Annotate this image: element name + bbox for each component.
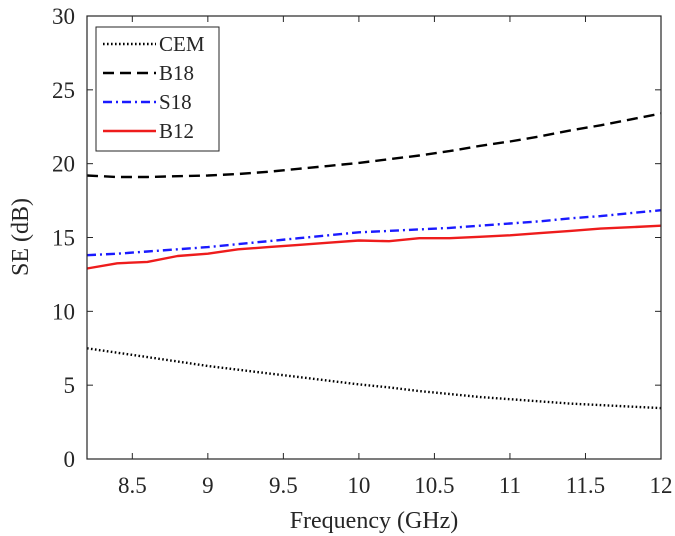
x-tick-label: 9 [202, 473, 214, 498]
x-tick-label: 12 [650, 473, 673, 498]
y-tick-label: 15 [52, 226, 75, 251]
x-tick-label: 8.5 [118, 473, 147, 498]
legend-label-b12: B12 [159, 119, 194, 143]
legend-label-cem: CEM [159, 32, 205, 56]
x-axis-title: Frequency (GHz) [290, 508, 459, 534]
y-tick-label: 10 [52, 299, 75, 324]
x-tick-label: 10 [347, 473, 370, 498]
y-tick-label: 25 [52, 78, 75, 103]
series-line-b18 [86, 112, 662, 179]
series-line-s18 [86, 209, 662, 257]
series-line-cem [86, 347, 662, 410]
x-tick-label: 11 [499, 473, 521, 498]
y-ticks: 0 5 10 15 20 25 30 [52, 4, 661, 472]
y-tick-label: 20 [52, 152, 75, 177]
y-axis-title: SE (dB) [8, 198, 34, 276]
legend: CEM B18 S18 B12 [95, 26, 220, 152]
series-line-b12 [86, 224, 662, 270]
legend-label-b18: B18 [159, 61, 194, 85]
y-tick-label: 30 [52, 4, 75, 29]
x-tick-label: 9.5 [269, 473, 298, 498]
x-tick-label: 11.5 [566, 473, 605, 498]
legend-label-s18: S18 [159, 90, 192, 114]
x-tick-label: 10.5 [414, 473, 454, 498]
y-tick-label: 5 [64, 373, 76, 398]
x-ticks: 8.5 9 9.5 10 10.5 11 11.5 12 [118, 16, 673, 498]
y-tick-label: 0 [64, 447, 76, 472]
series-layer [86, 112, 662, 410]
